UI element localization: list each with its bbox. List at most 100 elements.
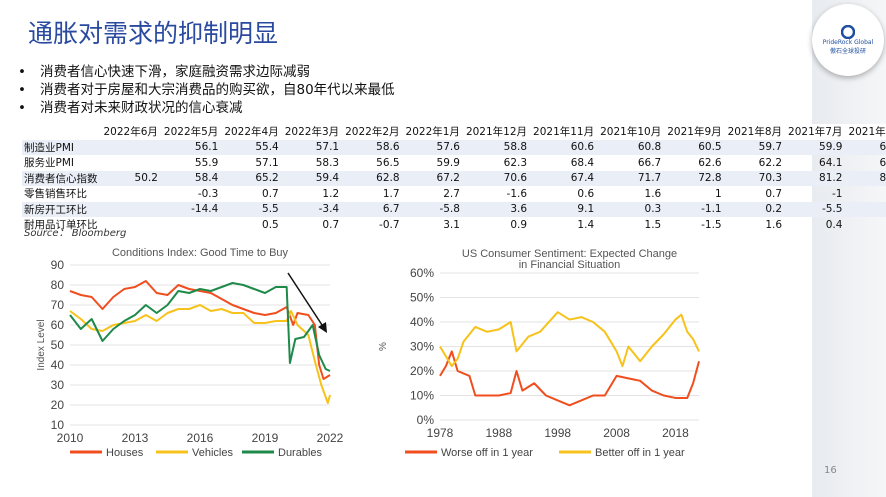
row-label: 制造业PMI	[22, 139, 101, 155]
column-header: 2021年6月	[845, 124, 886, 140]
x-tick-label: 2022	[317, 431, 344, 445]
table-cell: 1.2	[322, 187, 340, 200]
table-cell: 59.4	[281, 170, 343, 186]
column-header: 2021年11月	[530, 124, 598, 140]
series-line-durables	[69, 282, 331, 372]
table-cell: 0.9	[510, 218, 528, 231]
table-cell: 50.2	[100, 170, 161, 186]
table-row: 零售销售环比-0.30.71.21.72.7-1.60.61.610.7-10.…	[22, 186, 886, 202]
logo-text-en: PrideRock Global	[822, 39, 874, 46]
logo: PrideRock Global 傲石全球投研	[812, 4, 884, 76]
table-cell: 5.5	[221, 201, 282, 217]
table-row: 消费者信心指数 50.2 58.4 65.2 59.4 62.8 67.2 70.6 67.4 7…	[22, 170, 886, 186]
table-cell: 9.1	[530, 201, 598, 217]
x-tick-label: 1978	[427, 426, 454, 440]
series-line-worse-off-in-1-year	[439, 350, 700, 407]
table-cell: 0.2	[724, 201, 786, 217]
table-cell: 58.3	[315, 156, 340, 169]
table-cell: 67.4	[530, 170, 598, 186]
table-cell: 6.7	[342, 201, 403, 217]
table-cell: 55.9	[194, 156, 219, 169]
table-cell: 56.5	[376, 156, 400, 169]
table-cell: 66.7	[637, 156, 662, 169]
legend-label: Durables	[278, 447, 323, 459]
source-note: Source： Bloomberg	[24, 228, 127, 239]
x-tick-label: 1998	[544, 426, 571, 440]
legend-label: Better off in 1 year	[595, 447, 685, 459]
row-label: 耐用品订单环比	[24, 219, 98, 232]
table-cell	[100, 139, 161, 155]
table-cell: 58.6	[342, 139, 403, 155]
page-number: 16	[824, 465, 837, 476]
table-cell: 60.5	[664, 139, 725, 155]
table-cell: 0.6	[577, 187, 595, 200]
chart-title: Conditions Index: Good Time to Buy	[112, 247, 289, 259]
page-title: 通胀对需求的抑制明显	[28, 19, 279, 48]
table-cell: 62.8	[342, 170, 403, 186]
trend-arrow-icon	[287, 272, 325, 329]
table-cell: 0.7	[322, 218, 340, 231]
series-line-houses	[69, 280, 331, 380]
y-tick-label: 20%	[410, 364, 434, 378]
y-tick-label: 50%	[410, 291, 434, 305]
y-tick-label: 0%	[417, 413, 435, 427]
x-tick-label: 2019	[252, 431, 279, 445]
data-table: 2022年6月 2022年5月 2022年4月 2022年3月 2022年2月 2022年…	[22, 124, 886, 233]
table-cell: -5.8	[402, 201, 463, 217]
table-cell: -1.1	[664, 201, 725, 217]
table-cell	[100, 201, 161, 217]
table-cell: 60.8	[597, 139, 665, 155]
table-cell: 62.2	[758, 156, 783, 169]
table-cell: 68.4	[570, 156, 595, 169]
row-label: 新房开工环比	[22, 201, 101, 217]
table-cell: 60.9	[845, 139, 886, 155]
y-tick-label: 40	[51, 358, 65, 372]
table-cell: 1.6	[765, 218, 783, 231]
y-tick-label: 60	[51, 318, 65, 332]
table-cell: 58.8	[462, 139, 531, 155]
y-tick-label: 20	[51, 398, 65, 412]
table-cell: 60.6	[530, 139, 598, 155]
table-cell: 70.3	[724, 170, 786, 186]
table-cell: 62.6	[698, 156, 722, 169]
y-tick-label: 50	[51, 338, 65, 352]
table-cell: 3.7	[845, 201, 886, 217]
table-cell: 60.7	[879, 156, 886, 169]
table-cell: 85.5	[845, 170, 886, 186]
table-cell: 0.7	[262, 187, 279, 200]
row-label: 消费者信心指数	[22, 170, 101, 186]
table-cell: -1.6	[506, 187, 528, 200]
table-cell: 1.6	[644, 187, 662, 200]
table-cell: -3.4	[281, 201, 343, 217]
table-cell: 57.1	[255, 156, 279, 169]
table-cell: 58.4	[160, 170, 222, 186]
series-line-better-off-in-1-year	[439, 311, 700, 368]
column-header: 2021年8月	[724, 124, 786, 140]
table-cell: 55.4	[221, 139, 282, 155]
table-cell: 64.1	[819, 156, 843, 169]
table-cell: -5.5	[785, 201, 846, 217]
y-tick-label: 60%	[410, 266, 434, 280]
y-tick-label: 30%	[410, 340, 434, 354]
row-label: 零售销售环比	[24, 188, 87, 201]
column-header: 2022年4月	[221, 124, 282, 140]
table-cell: 2.7	[443, 187, 460, 200]
y-tick-label: 40%	[410, 315, 434, 329]
y-tick-label: 90	[51, 258, 65, 272]
table-cell: 59.9	[436, 156, 460, 169]
column-header	[22, 124, 101, 140]
column-header: 2021年10月	[597, 124, 665, 140]
x-tick-label: 2018	[662, 426, 689, 440]
table-cell: 67.2	[402, 170, 463, 186]
side-panel	[812, 0, 886, 497]
legend-label: Vehicles	[192, 447, 233, 459]
logo-text-cn: 傲石全球投研	[829, 48, 866, 55]
column-header: 2021年7月	[785, 124, 846, 140]
table-row: 新房开工环比 -14.4 5.5 -3.4 6.7 -5.8 3.6 9.1 0.3 -1.1 0.…	[22, 201, 886, 217]
chart-subtitle: in Financial Situation	[519, 259, 621, 271]
column-header: 2021年9月	[664, 124, 725, 140]
chart-title: US Consumer Sentiment: Expected Change	[462, 248, 677, 260]
table-cell: -1.5	[701, 218, 722, 231]
x-tick-label: 2013	[122, 431, 149, 445]
